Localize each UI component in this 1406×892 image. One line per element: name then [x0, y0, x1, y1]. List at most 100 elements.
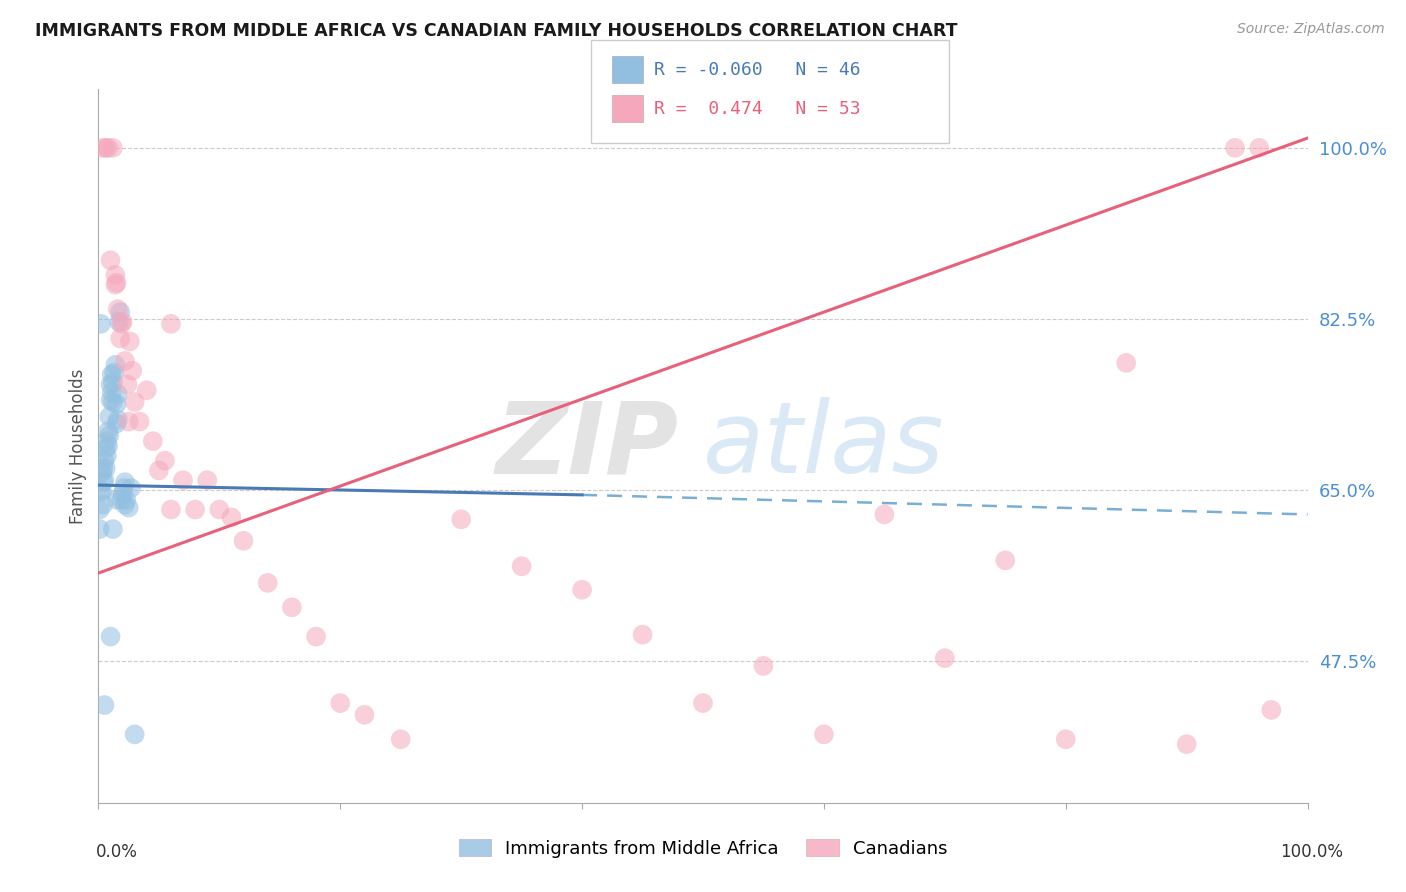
Point [108, 315, 131, 329]
Point [108, 305, 131, 319]
Point [98, 428, 121, 442]
Point [208, 502, 231, 516]
Point [111, 315, 134, 329]
Point [128, 415, 150, 429]
Point [124, 727, 146, 741]
Point [105, 276, 128, 290]
Point [111, 487, 134, 501]
Point [450, 512, 472, 526]
Point [107, 302, 129, 317]
Point [118, 415, 141, 429]
Point [117, 377, 139, 392]
Point [118, 334, 141, 349]
Point [232, 533, 254, 548]
Point [994, 553, 1017, 567]
Point [100, 630, 122, 644]
Point [104, 268, 127, 282]
Point [1223, 141, 1246, 155]
Point [103, 366, 125, 380]
Point [221, 510, 243, 524]
Point [160, 502, 183, 516]
Point [1054, 732, 1077, 747]
Point [91, 141, 114, 155]
Point [813, 727, 835, 741]
Text: 0.0%: 0.0% [96, 843, 138, 861]
Point [873, 508, 896, 522]
Point [91, 466, 114, 480]
Point [100, 392, 122, 407]
Text: atlas: atlas [703, 398, 945, 494]
Point [91, 498, 114, 512]
Point [97, 439, 120, 453]
Point [93, 698, 115, 712]
Text: R = -0.060   N = 46: R = -0.060 N = 46 [654, 61, 860, 78]
Point [97, 425, 120, 439]
Point [115, 492, 138, 507]
Point [1115, 356, 1137, 370]
Point [107, 387, 129, 401]
Point [160, 317, 183, 331]
Point [94, 141, 117, 155]
Point [100, 253, 122, 268]
Point [1175, 737, 1198, 751]
Point [91, 475, 114, 490]
Point [692, 696, 714, 710]
Point [96, 449, 118, 463]
Point [101, 395, 124, 409]
Point [631, 628, 654, 642]
Point [934, 651, 956, 665]
Point [172, 473, 194, 487]
Point [108, 331, 131, 345]
Point [101, 141, 124, 155]
Text: R =  0.474   N = 53: R = 0.474 N = 53 [654, 100, 860, 118]
Point [105, 397, 128, 411]
Point [510, 559, 533, 574]
Point [121, 364, 143, 378]
Point [89, 502, 111, 516]
Point [142, 434, 165, 449]
Text: Source: ZipAtlas.com: Source: ZipAtlas.com [1237, 22, 1385, 37]
Point [97, 141, 120, 155]
Point [96, 434, 118, 449]
Point [256, 575, 278, 590]
Point [153, 453, 176, 467]
Point [184, 502, 207, 516]
Point [1249, 141, 1271, 155]
Text: IMMIGRANTS FROM MIDDLE AFRICA VS CANADIAN FAMILY HOUSEHOLDS CORRELATION CHART: IMMIGRANTS FROM MIDDLE AFRICA VS CANADIA… [35, 22, 957, 40]
Point [114, 354, 136, 368]
Point [329, 696, 352, 710]
Point [118, 500, 141, 515]
Point [91, 461, 114, 475]
Point [110, 317, 132, 331]
Point [112, 481, 135, 495]
Point [389, 732, 412, 747]
Point [100, 377, 122, 392]
Point [120, 481, 142, 495]
Point [105, 492, 128, 507]
Point [100, 368, 122, 382]
Point [752, 659, 775, 673]
Point [100, 385, 122, 400]
Y-axis label: Family Households: Family Households [69, 368, 87, 524]
Point [305, 630, 328, 644]
Point [353, 707, 375, 722]
Point [124, 395, 146, 409]
Point [107, 412, 129, 426]
Point [91, 485, 114, 500]
Point [94, 461, 117, 475]
Point [94, 442, 117, 456]
Text: 100.0%: 100.0% [1279, 843, 1343, 861]
Point [104, 358, 127, 372]
Point [90, 317, 112, 331]
Text: ZIP: ZIP [496, 398, 679, 494]
Point [110, 492, 132, 507]
Point [148, 463, 170, 477]
Point [89, 522, 111, 536]
Legend: Immigrants from Middle Africa, Canadians: Immigrants from Middle Africa, Canadians [451, 832, 955, 865]
Point [93, 473, 115, 487]
Point [101, 376, 124, 390]
Point [114, 498, 136, 512]
Point [104, 277, 127, 292]
Point [1260, 703, 1282, 717]
Point [101, 522, 124, 536]
